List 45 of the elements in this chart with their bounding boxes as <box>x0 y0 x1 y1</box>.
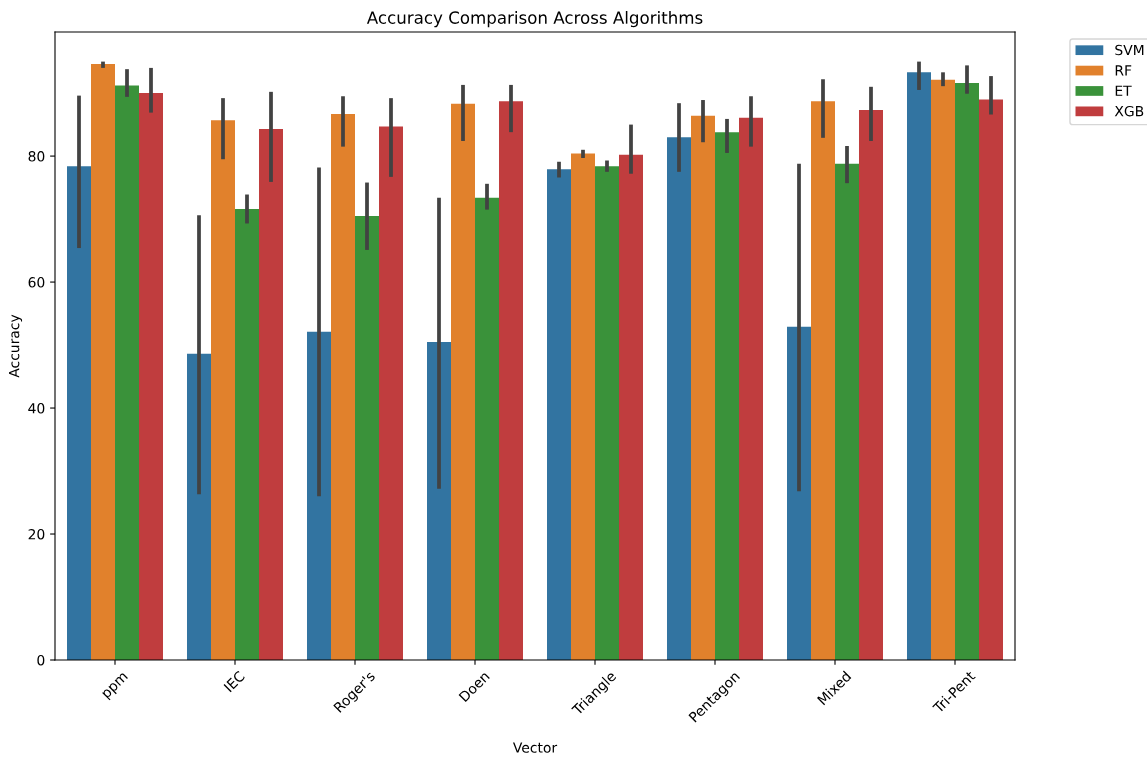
bar <box>139 93 163 660</box>
bar <box>187 353 211 660</box>
bar <box>571 153 595 660</box>
y-tick-label: 60 <box>28 277 45 288</box>
bar <box>259 129 283 660</box>
x-tick-label: IEC <box>223 670 246 693</box>
bar <box>307 331 331 660</box>
bar <box>355 215 379 660</box>
bar <box>547 169 571 660</box>
chart-title: Accuracy Comparison Across Algorithms <box>366 11 703 28</box>
bar <box>91 64 115 660</box>
legend-label: XGB <box>1114 105 1144 117</box>
bar <box>499 101 523 660</box>
bar <box>667 137 691 660</box>
legend-label: SVM <box>1115 44 1144 56</box>
bar <box>211 120 235 660</box>
legend-label: ET <box>1115 85 1132 96</box>
y-tick-label: 40 <box>28 403 45 414</box>
bar <box>715 132 739 660</box>
bar <box>811 101 835 660</box>
bar <box>931 79 955 660</box>
legend-label: RF <box>1115 65 1132 76</box>
bar <box>67 166 91 660</box>
bar <box>115 85 139 660</box>
y-tick-label: 20 <box>28 528 45 540</box>
y-tick-label: 0 <box>37 654 45 666</box>
bar <box>619 154 643 660</box>
bar <box>379 126 403 660</box>
x-axis-title: Vector <box>512 742 558 753</box>
bar <box>451 103 475 660</box>
bar <box>427 341 451 660</box>
bar <box>739 117 763 660</box>
bar <box>787 326 811 660</box>
y-axis-title: Accuracy <box>9 314 23 378</box>
bar <box>235 209 259 660</box>
bar <box>331 113 355 660</box>
bar <box>475 197 499 660</box>
bar <box>955 83 979 660</box>
bar <box>979 99 1003 660</box>
bar <box>907 72 931 660</box>
bar <box>859 110 883 660</box>
y-tick-label: 80 <box>28 151 45 162</box>
bar <box>835 163 859 660</box>
bar <box>691 115 715 660</box>
bar <box>595 166 619 660</box>
